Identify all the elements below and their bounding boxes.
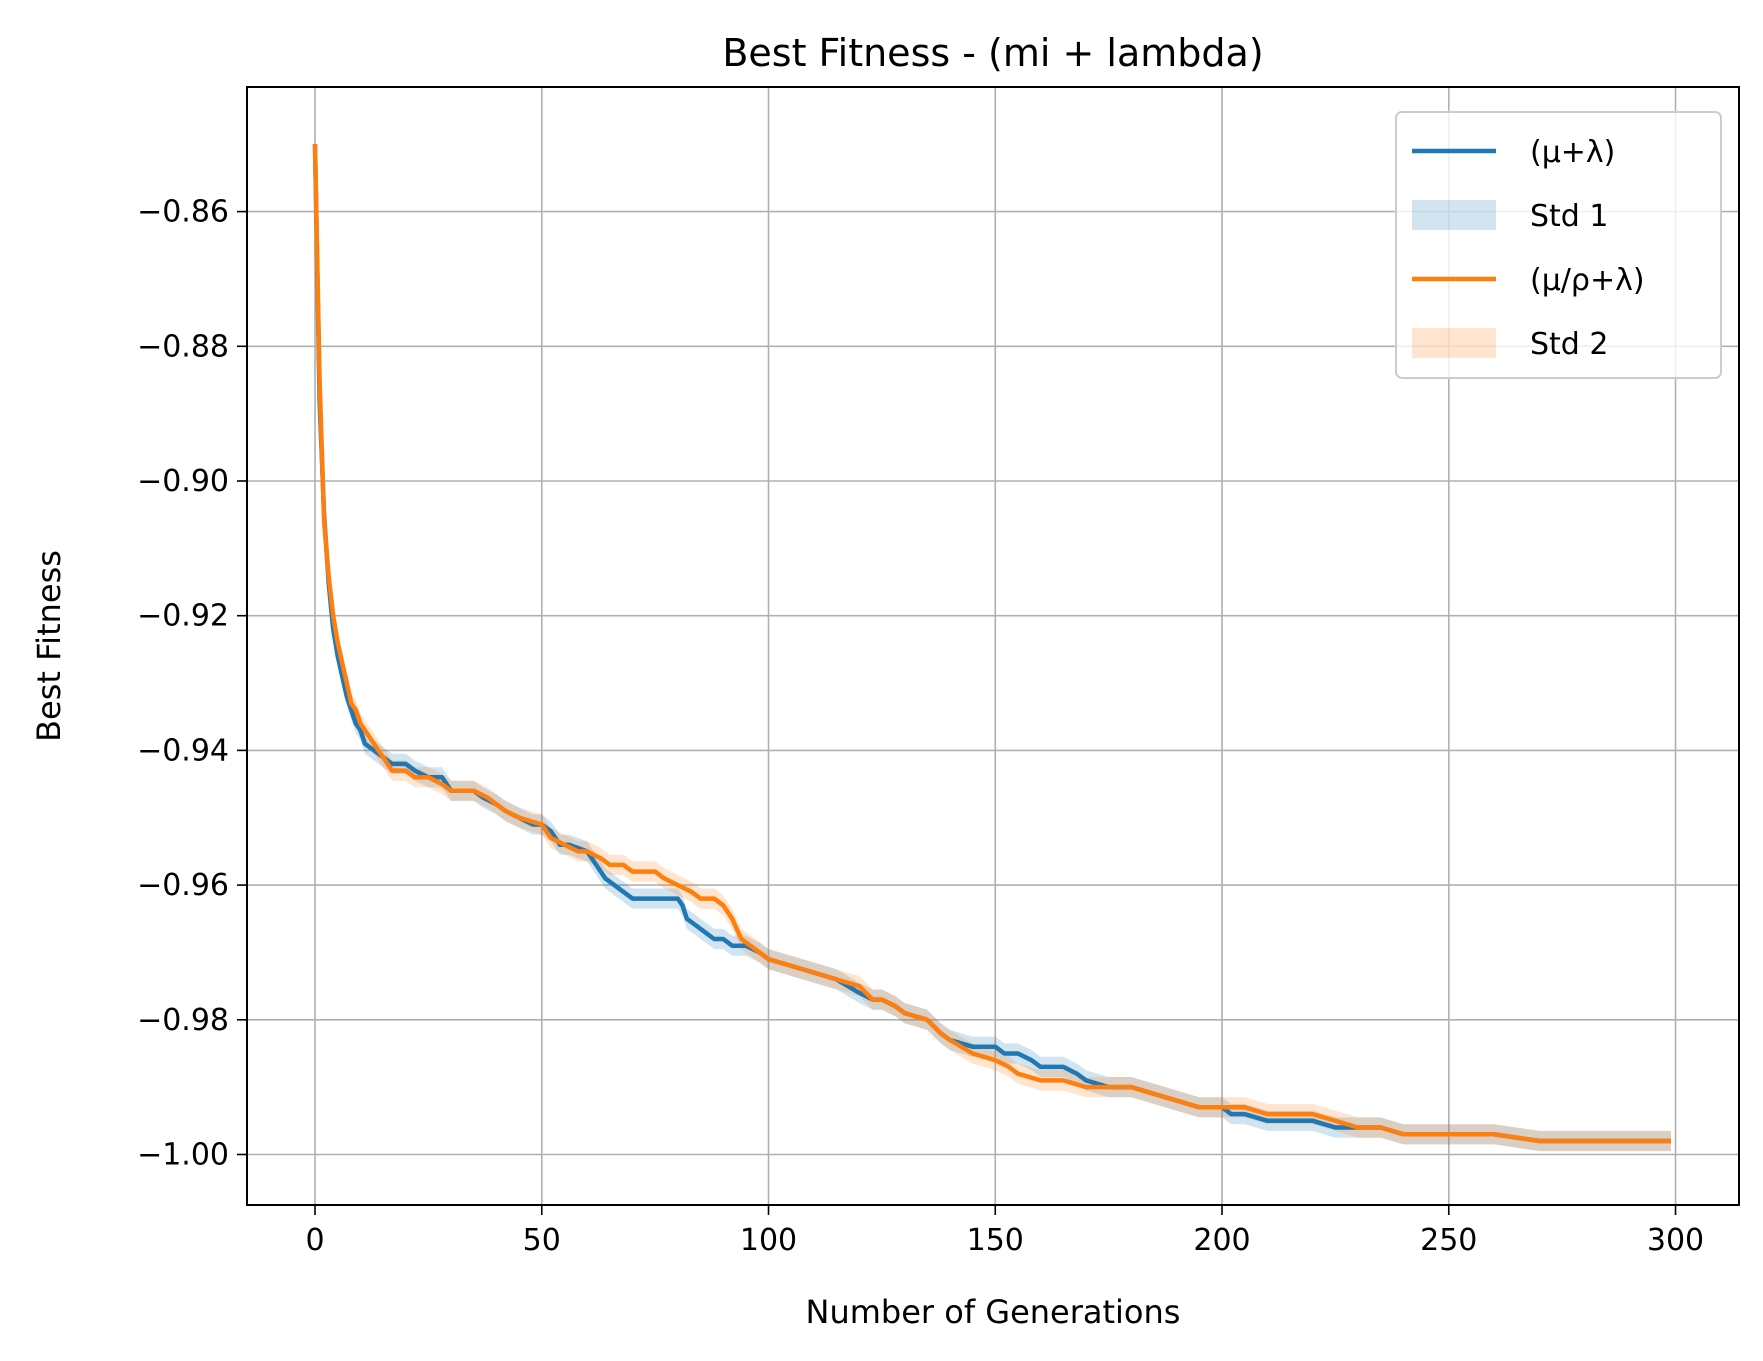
- y-tick-label: −0.96: [137, 868, 229, 903]
- legend: (μ+λ) Std 1 (μ/ρ+λ) Std 2: [1395, 111, 1722, 379]
- y-axis-title: Best Fitness: [30, 550, 68, 742]
- y-tick-label: −0.88: [137, 329, 229, 364]
- y-tick-label: −1.00: [137, 1137, 229, 1172]
- legend-box: [1395, 111, 1722, 379]
- x-tick-label: 200: [1193, 1223, 1250, 1258]
- y-tick-label: −0.92: [137, 599, 229, 634]
- plot-frame: [246, 86, 1740, 1206]
- x-axis-title: Number of Generations: [806, 1293, 1181, 1331]
- legend-band-swatch: [1412, 200, 1496, 230]
- x-tick-label: 0: [305, 1223, 324, 1258]
- x-axis-ticks: 0 50 100 150 200 250 300: [305, 1205, 1704, 1258]
- chart-title: Best Fitness - (mi + lambda): [722, 31, 1263, 75]
- x-tick-label: 50: [523, 1223, 561, 1258]
- y-tick-label: −0.98: [137, 1003, 229, 1038]
- legend-label: (μ/ρ+λ): [1530, 263, 1645, 298]
- y-tick-label: −0.90: [137, 464, 229, 499]
- legend-label: Std 2: [1530, 327, 1608, 362]
- x-tick-label: 300: [1647, 1223, 1704, 1258]
- x-tick-label: 250: [1420, 1223, 1477, 1258]
- legend-label: (μ+λ): [1530, 135, 1615, 170]
- grid-lines: [247, 87, 1739, 1205]
- legend-band-swatch: [1412, 328, 1496, 358]
- y-axis-ticks: −0.86 −0.88 −0.90 −0.92 −0.94 −0.96 −0.98 −1.00: [137, 195, 247, 1172]
- series-lines: [312, 144, 1671, 1144]
- x-tick-label: 150: [967, 1223, 1024, 1258]
- y-tick-label: −0.94: [137, 733, 229, 768]
- x-tick-label: 100: [740, 1223, 797, 1258]
- legend-label: Std 1: [1530, 199, 1608, 234]
- series-line-1: [312, 144, 1671, 1144]
- series-line-2: [312, 144, 1671, 1144]
- y-tick-label: −0.86: [137, 195, 229, 230]
